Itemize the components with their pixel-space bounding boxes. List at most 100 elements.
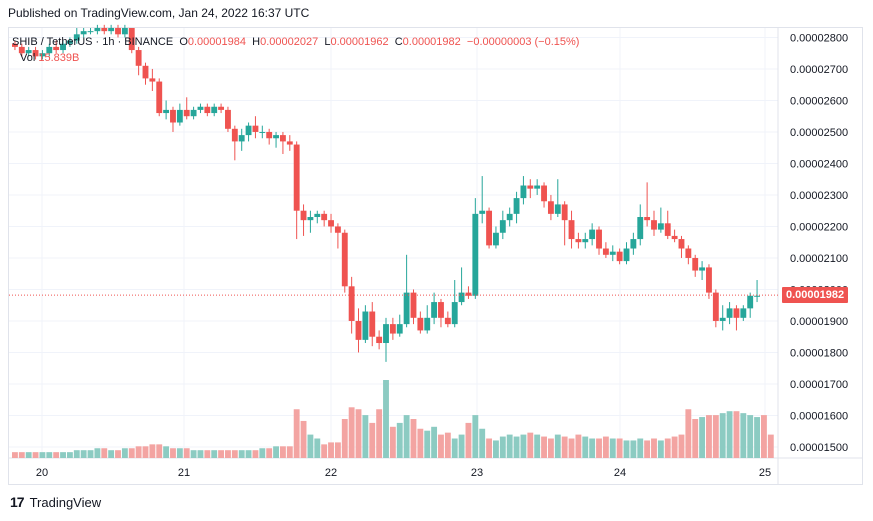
x-tick-label: 22 (325, 467, 337, 479)
volume-bar (328, 442, 334, 458)
volume-bar (651, 438, 657, 458)
volume-bar (348, 407, 355, 458)
candle-body (410, 292, 417, 318)
candle-body (66, 40, 73, 44)
volume-bar (417, 428, 424, 458)
volume-bar (561, 436, 568, 458)
volume-bar (266, 448, 273, 458)
volume-bar (630, 440, 637, 458)
volume-bar (493, 440, 499, 458)
candle-body (300, 210, 307, 221)
high-label: H (252, 36, 261, 48)
volume-bar (486, 438, 493, 458)
volume-bar (204, 450, 211, 458)
volume-bar (596, 438, 602, 458)
candle-body (493, 232, 499, 246)
low-label: L (324, 36, 331, 48)
volume-bar (25, 452, 32, 458)
volume-bar (438, 434, 444, 458)
volume-bar (733, 411, 740, 458)
candle-body (541, 185, 547, 202)
candle-body (321, 213, 328, 221)
candle-body (403, 292, 410, 325)
high-value: 0.00002027 (260, 36, 319, 48)
last-price-tag: 0.00001982 (782, 287, 849, 304)
volume-bar (32, 452, 39, 458)
candle-body (575, 239, 582, 243)
candle-body (87, 31, 94, 33)
volume-bar (506, 434, 513, 458)
volume-bar (479, 428, 486, 458)
candle-body (527, 185, 534, 189)
candle-body (286, 141, 293, 145)
candle-body (444, 317, 451, 325)
volume-bar (575, 434, 582, 458)
candle-body (266, 131, 273, 139)
volume-bar (12, 452, 18, 458)
candle-body (94, 28, 101, 32)
volume-bar (259, 448, 266, 458)
volume-bar (293, 409, 300, 458)
candle-body (754, 295, 760, 297)
candle-body (170, 109, 176, 123)
candle-body (355, 320, 362, 340)
chart-frame[interactable] (8, 27, 863, 485)
volume-bar (692, 419, 699, 458)
volume-bar (706, 415, 712, 458)
low-value: 0.00001962 (330, 36, 389, 48)
candle-body (486, 210, 493, 246)
candle-body (719, 317, 726, 321)
x-tick-label: 24 (614, 467, 626, 479)
volume-bar (410, 419, 417, 458)
x-tick-label: 21 (178, 467, 190, 479)
volume-bar (527, 432, 534, 458)
y-tick-label: 0.00002400 (790, 158, 848, 170)
y-tick-label: 0.00002700 (790, 64, 848, 76)
candle-body (362, 311, 369, 340)
volume-bar (712, 415, 719, 458)
volume-bar (39, 452, 46, 458)
candle-body (176, 109, 183, 123)
candle-body (156, 81, 163, 114)
candle-body (664, 223, 671, 236)
volume-bar (582, 436, 589, 458)
candle-body (389, 324, 396, 334)
volume-bar (747, 415, 754, 458)
close-value: 0.00001982 (402, 36, 461, 48)
volume-bar (142, 446, 149, 458)
close-label: C (394, 36, 403, 48)
volume-bar (609, 438, 616, 458)
volume-bar (286, 446, 293, 458)
change-value: −0.00000003 (−0.15%) (466, 36, 580, 48)
volume-bar (678, 434, 685, 458)
symbol-label[interactable]: SHIB / TetherUS · 1h · BINANCE (12, 36, 174, 48)
candle-body (225, 109, 231, 129)
volume-bar (541, 436, 547, 458)
volume-bar (321, 444, 328, 458)
volume-bar (334, 442, 341, 458)
volume-bar (534, 434, 541, 458)
volume-bar (499, 436, 506, 458)
volume-bar (568, 438, 575, 458)
candle-body (211, 106, 218, 114)
volume-bar (190, 450, 197, 458)
volume-bar (128, 448, 135, 458)
candle-body (596, 229, 602, 249)
x-tick-label: 23 (471, 467, 483, 479)
footer-brand[interactable]: 17 TradingView (10, 494, 101, 510)
candle-body (183, 109, 190, 117)
candle-body (279, 135, 286, 142)
volume-bar (362, 415, 369, 458)
candle-body (630, 239, 637, 249)
volume-bar (444, 432, 451, 458)
volume-bar (671, 436, 678, 458)
volume-bar (252, 450, 259, 458)
volume-bar (431, 426, 438, 458)
candle-body (238, 135, 245, 142)
volume-bar (94, 448, 101, 458)
candle-body (383, 324, 389, 344)
volume-bar (183, 448, 190, 458)
candle-body (561, 204, 568, 221)
y-tick-label: 0.00002300 (790, 190, 848, 202)
